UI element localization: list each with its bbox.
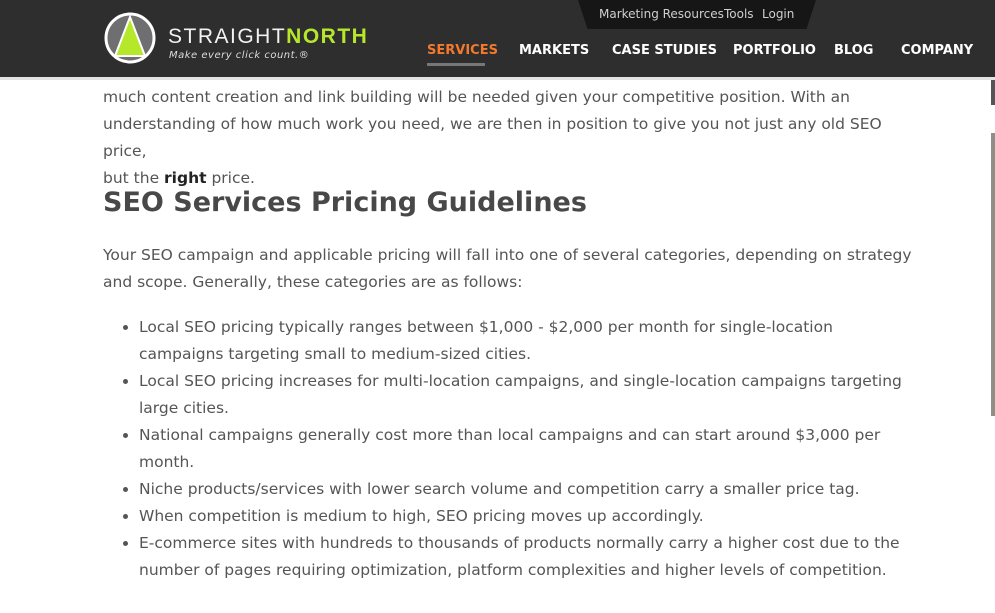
brand-straight: STRAIGHT	[168, 25, 287, 48]
login-link[interactable]: Login	[762, 7, 795, 21]
intro-line: understanding of how much work you need,…	[103, 115, 882, 160]
site-header: Marketing Resources Tools Login STRAIGHT…	[0, 0, 995, 80]
brand-name[interactable]: STRAIGHTNORTH	[168, 25, 368, 49]
tools-link[interactable]: Tools	[724, 7, 754, 21]
straightnorth-logo-icon[interactable]	[104, 12, 156, 64]
nav-portfolio[interactable]: PORTFOLIO	[733, 43, 816, 58]
list-item: When competition is medium to high, SEO …	[139, 503, 919, 530]
intro-bold: right	[164, 169, 207, 187]
section-paragraph: Your SEO campaign and applicable pricing…	[103, 246, 912, 291]
nav-services[interactable]: SERVICES	[427, 43, 498, 58]
intro-line: much content creation and link building …	[103, 88, 850, 106]
tagline: Make every click count.®	[169, 50, 310, 61]
list-item: E-commerce sites with hundreds to thousa…	[139, 530, 919, 584]
list-item: Local SEO pricing increases for multi-lo…	[139, 368, 919, 422]
list-item: National campaigns generally cost more t…	[139, 422, 919, 476]
brand-north: NORTH	[286, 25, 369, 48]
marketing-resources-link[interactable]: Marketing Resources	[599, 7, 724, 21]
section-heading: SEO Services Pricing Guidelines	[103, 187, 587, 218]
intro-line: but the	[103, 169, 165, 187]
active-nav-underline	[427, 63, 485, 66]
list-item: Local SEO pricing typically ranges betwe…	[139, 314, 919, 368]
intro-end: price.	[206, 169, 255, 187]
nav-case-studies[interactable]: CASE STUDIES	[612, 43, 718, 58]
side-image-strip	[991, 133, 995, 416]
nav-blog[interactable]: BLOG	[834, 43, 874, 58]
utility-bar: Marketing Resources Tools Login	[578, 0, 816, 29]
pricing-list: Local SEO pricing typically ranges betwe…	[103, 314, 919, 584]
intro-paragraph: much content creation and link building …	[103, 84, 923, 192]
list-item: Niche products/services with lower searc…	[139, 476, 919, 503]
side-image-strip	[991, 80, 995, 105]
nav-company[interactable]: COMPANY	[901, 43, 974, 58]
nav-markets[interactable]: MARKETS	[519, 43, 590, 58]
